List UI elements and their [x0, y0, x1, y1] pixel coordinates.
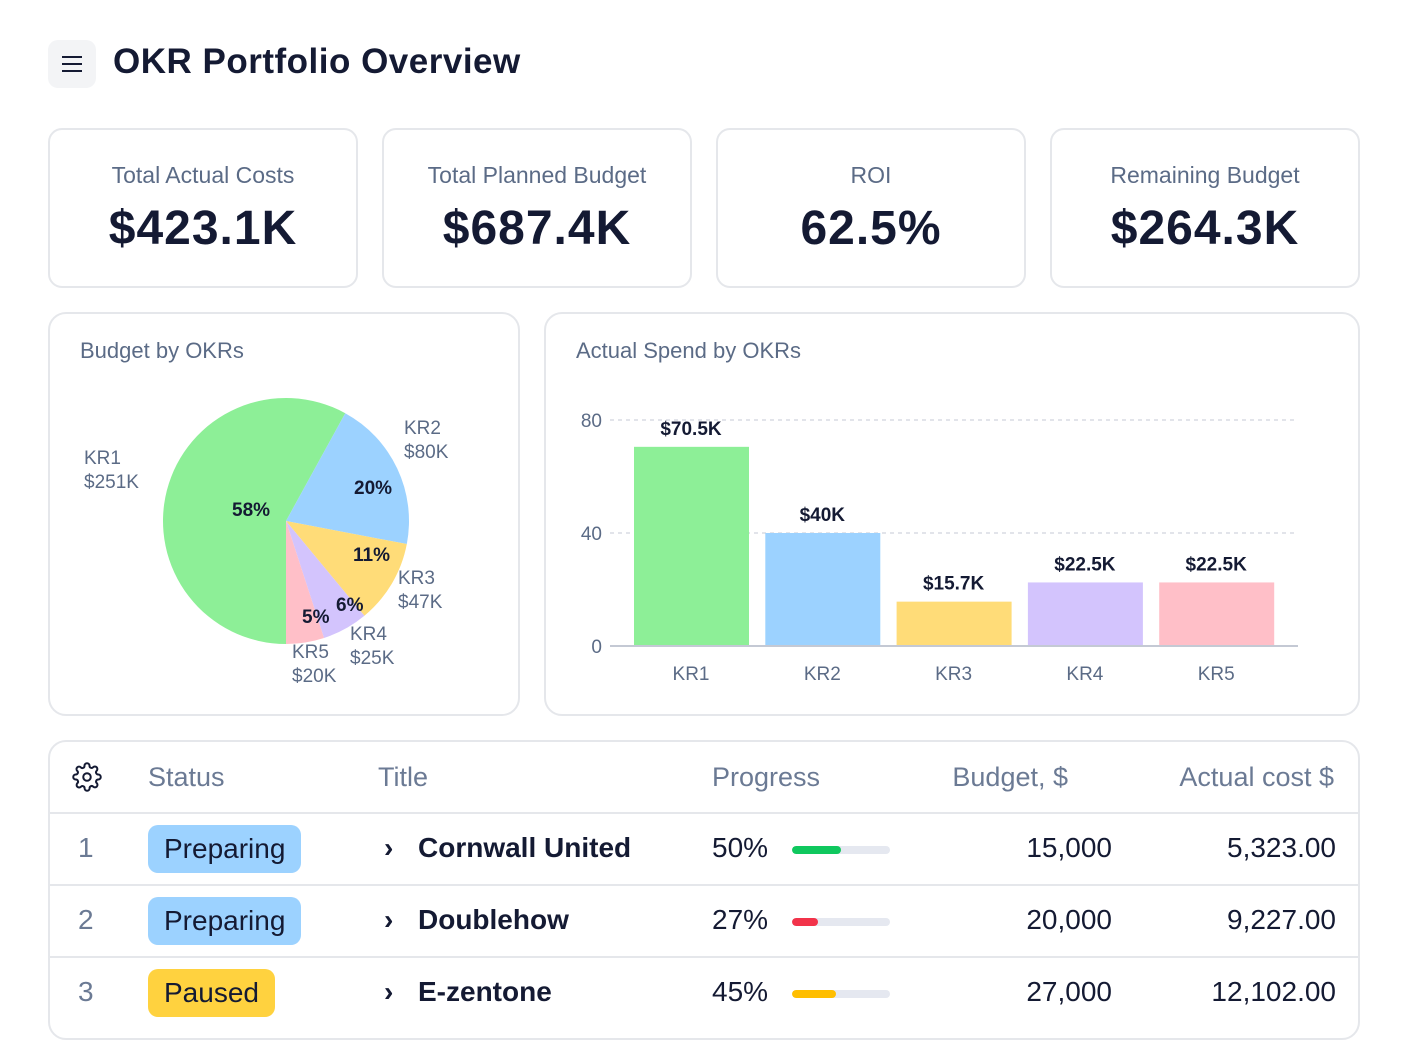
actual-cost-value: 5,323.00 [1227, 832, 1336, 863]
progress-fill [792, 918, 819, 926]
actual-cost-value: 9,227.00 [1227, 904, 1336, 935]
kpi-label: Total Planned Budget [427, 162, 647, 188]
x-tick-label: KR1 [673, 664, 710, 685]
kpi-remaining-budget: Remaining Budget $264.3K [1050, 128, 1360, 288]
kpi-value: $264.3K [1110, 202, 1300, 255]
pie-slice-label: KR5 [292, 642, 329, 663]
pie-slice-kr4 [286, 521, 365, 638]
gear-icon[interactable] [72, 762, 102, 792]
pie-percent-label: 6% [336, 595, 364, 616]
bar-title: Actual Spend by OKRs [576, 338, 802, 363]
chevron-right-icon[interactable]: › [384, 832, 394, 863]
pie-slice-kr3 [286, 521, 407, 616]
bar-kr1 [634, 446, 749, 646]
pie-percent-label: 58% [232, 500, 270, 521]
progress-fill [792, 846, 841, 854]
kpi-value: $423.1K [108, 202, 298, 255]
y-tick-label: 0 [591, 637, 602, 658]
row-number: 1 [78, 832, 94, 863]
menu-button[interactable] [48, 40, 96, 88]
table-row[interactable]: 3 Paused › E-zentone 45% 27,000 12,102.0… [50, 956, 1358, 1028]
kpi-roi: ROI 62.5% [716, 128, 1026, 288]
progress-bar [792, 990, 890, 998]
progress-bar [792, 918, 890, 926]
pie-slice-kr1 [162, 398, 346, 644]
kpi-total-actual-costs: Total Actual Costs $423.1K [48, 128, 358, 288]
x-tick-label: KR5 [1198, 664, 1235, 685]
pie-slice-amount: $47K [398, 592, 443, 613]
pie-slice-kr5 [286, 521, 325, 644]
progress-fill [792, 990, 837, 998]
row-title[interactable]: Doublehow [418, 904, 569, 935]
spend-bar-chart: 0 40 80 $70.5K KR1 $40K KR2 $15.7K KR3 $22.5K KR4 $… [581, 411, 1298, 685]
kpi-value: 62.5% [800, 202, 942, 255]
pie-slice-amount: $80K [404, 442, 449, 463]
budget-pie-panel: Budget by OKRs 58% KR1 $251K 20% KR2 $80K 11% K… [48, 312, 520, 716]
col-progress[interactable]: Progress [712, 762, 821, 792]
bar-kr3 [896, 601, 1012, 646]
bar-data-label: $70.5K [660, 419, 722, 440]
kpi-total-planned-budget: Total Planned Budget $687.4K [382, 128, 692, 288]
table-row[interactable]: 2 Preparing › Doublehow 27% 20,000 9,227… [50, 884, 1358, 956]
col-actual-cost[interactable]: Actual cost $ [1179, 762, 1334, 792]
status-badge[interactable]: Preparing [148, 897, 302, 945]
x-tick-label: KR4 [1066, 664, 1103, 685]
spend-bar-panel: Actual Spend by OKRs 0 40 80 $70.5K KR1 $40K K… [544, 312, 1360, 716]
pie-slice-label: KR1 [84, 448, 121, 469]
actual-cost-value: 12,102.00 [1211, 976, 1336, 1007]
pie-percent-label: 11% [353, 545, 390, 566]
pie-slice-label: KR3 [398, 568, 435, 589]
pie-slice-label: KR2 [404, 418, 441, 439]
budget-value: 20,000 [1026, 904, 1112, 935]
row-number: 2 [78, 904, 94, 935]
status-badge[interactable]: Paused [148, 969, 275, 1017]
bar-data-label: $22.5K [1186, 554, 1248, 575]
kpi-value: $687.4K [442, 202, 632, 255]
x-tick-label: KR3 [935, 664, 972, 685]
pie-slice-kr2 [286, 413, 409, 545]
progress-text: 50% [712, 832, 769, 863]
bar-kr5 [1159, 582, 1275, 646]
budget-value: 27,000 [1026, 976, 1112, 1007]
pie-slice-amount: $20K [292, 666, 337, 687]
kpi-label: Remaining Budget [1110, 162, 1300, 188]
hamburger-icon [62, 56, 82, 72]
progress-text: 45% [712, 976, 769, 1007]
col-budget[interactable]: Budget, $ [952, 762, 1068, 792]
bar-data-label: $40K [800, 505, 846, 526]
budget-pie-chart: 58% KR1 $251K 20% KR2 $80K 11% KR3 $47K 6% KR4 $25K… [84, 398, 449, 687]
status-badge[interactable]: Preparing [148, 825, 302, 873]
progress-text: 27% [712, 904, 769, 935]
y-tick-label: 40 [581, 524, 602, 545]
kpi-label: Total Actual Costs [111, 162, 295, 188]
pie-slice-label: KR4 [350, 624, 387, 645]
pie-percent-label: 20% [354, 478, 392, 499]
bar-kr2 [765, 533, 881, 646]
chevron-right-icon[interactable]: › [384, 904, 394, 935]
bar-data-label: $15.7K [923, 574, 985, 595]
progress-bar [792, 846, 890, 854]
table-row[interactable]: 1 Preparing › Cornwall United 50% 15,000… [50, 812, 1358, 884]
col-status[interactable]: Status [148, 762, 225, 792]
pie-title: Budget by OKRs [80, 338, 244, 363]
bar-data-label: $22.5K [1054, 554, 1116, 575]
pie-slice-amount: $25K [350, 648, 395, 669]
kpi-label: ROI [850, 162, 892, 188]
bar-kr4 [1027, 582, 1143, 646]
pie-slice-amount: $251K [84, 472, 139, 493]
row-number: 3 [78, 976, 94, 1007]
x-tick-label: KR2 [804, 664, 841, 685]
col-title[interactable]: Title [378, 762, 429, 792]
page-title: OKR Portfolio Overview [113, 42, 521, 81]
pie-percent-label: 5% [302, 607, 330, 628]
y-tick-label: 80 [581, 411, 602, 432]
okr-table: Status Title Progress Budget, $ Actual c… [48, 740, 1360, 1040]
chevron-right-icon[interactable]: › [384, 976, 394, 1007]
row-title[interactable]: E-zentone [418, 976, 552, 1007]
budget-value: 15,000 [1026, 832, 1112, 863]
row-title[interactable]: Cornwall United [418, 832, 632, 863]
